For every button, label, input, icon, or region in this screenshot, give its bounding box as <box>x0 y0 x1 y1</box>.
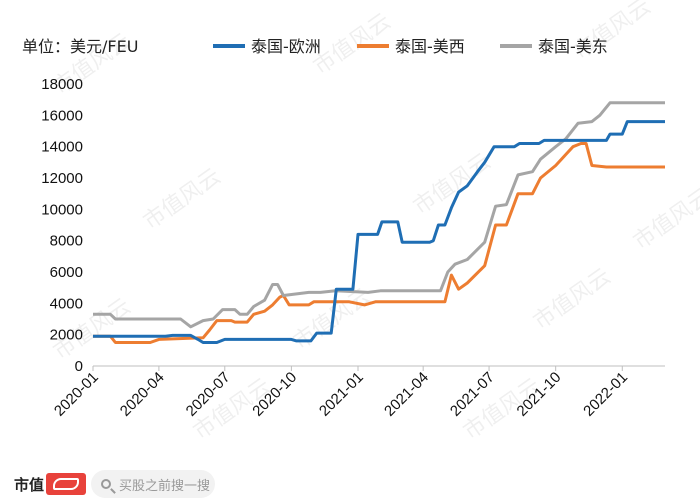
legend-label: 泰国-美西 <box>395 37 465 56</box>
search-box[interactable]: 买股之前搜一搜 <box>91 470 215 498</box>
x-tick-label: 2022-01 <box>580 369 631 420</box>
y-tick-label: 4000 <box>50 295 83 312</box>
x-tick-label: 2021-04 <box>381 369 432 420</box>
series-line-2 <box>93 142 665 344</box>
series-line-1 <box>93 120 665 344</box>
brand-name: 市值 <box>14 475 45 494</box>
y-axis: 0 2000 4000 6000 8000 10000 12000 14000 16000 180… <box>41 76 83 375</box>
search-icon <box>101 479 111 489</box>
footer-bar: 市值 买股之前搜一搜 <box>0 466 700 503</box>
y-tick-label: 8000 <box>50 233 83 250</box>
y-tick-label: 0 <box>75 358 83 375</box>
x-tick-label: 2020-04 <box>117 369 168 420</box>
y-tick-label: 14000 <box>41 139 83 156</box>
y-tick-label: 18000 <box>41 76 83 93</box>
x-axis: 2020-01 2020-04 2020-07 2020-10 2021-01 2021-… <box>51 365 665 420</box>
chart-card: 市值风云 市值风云 市值风云 市值风云 市值风云 市值风云 市值风云 市值风云 市值风云 市值风云… <box>0 0 700 467</box>
y-tick-label: 2000 <box>50 327 83 344</box>
series-layer <box>93 101 665 344</box>
legend: 泰国-欧洲 泰国-美西 泰国-美东 <box>213 37 608 56</box>
watermark-text: 市值风云 <box>139 164 225 235</box>
y-tick-label: 12000 <box>41 170 83 187</box>
series-line-3 <box>93 101 665 329</box>
brand-logo-group: 市值 <box>14 472 87 496</box>
brand-mark-icon <box>46 473 87 495</box>
x-tick-label: 2020-01 <box>51 369 102 420</box>
legend-label: 泰国-欧洲 <box>251 37 321 56</box>
x-tick-label: 2021-01 <box>316 369 367 420</box>
y-tick-label: 6000 <box>50 264 83 281</box>
unit-label: 单位：美元/FEU <box>22 37 138 56</box>
watermark-text: 市值风云 <box>629 184 700 255</box>
search-placeholder: 买股之前搜一搜 <box>119 478 211 494</box>
y-tick-label: 10000 <box>41 201 83 218</box>
watermark-text: 市值风云 <box>529 264 615 335</box>
legend-label: 泰国-美东 <box>538 37 608 56</box>
y-tick-label: 16000 <box>41 107 83 124</box>
